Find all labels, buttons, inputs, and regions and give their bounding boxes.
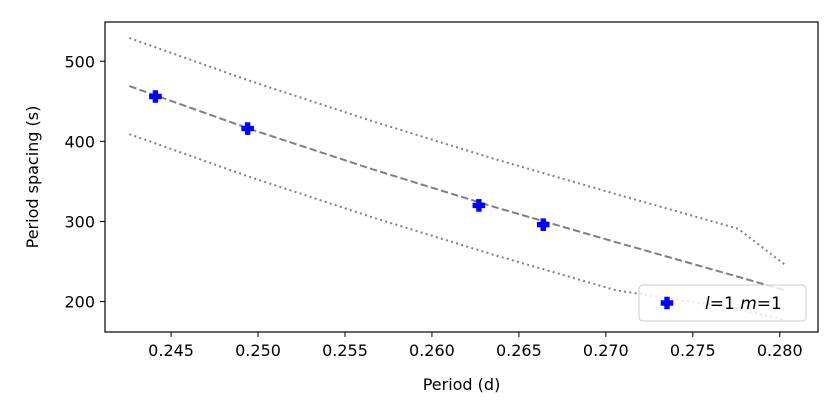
data-point [472,199,486,212]
y-axis-label: Period spacing (s) [23,106,42,249]
x-tick-label: 0.260 [409,341,455,360]
plot-frame [104,21,819,333]
y-tick-label: 500 [64,52,95,71]
x-axis-label: Period (d) [423,375,501,394]
y-tick-label: 400 [64,132,95,151]
legend-marker-plus-icon [660,296,674,310]
legend-l-value: =1 [710,294,740,314]
x-tick-label: 0.270 [583,341,629,360]
x-axis-ticks: 0.245 0.250 0.255 0.260 0.265 0.270 0.275 0.280 [148,332,803,360]
bound-line-dotted-3 [129,133,786,321]
points-layer [149,90,550,231]
x-tick-label: 0.265 [496,341,542,360]
x-tick-label: 0.255 [322,341,368,360]
legend-m-symbol: m [740,294,757,314]
y-tick-label: 200 [64,293,95,312]
data-point [536,218,550,231]
data-point [149,90,162,103]
x-tick-label: 0.280 [757,341,803,360]
y-axis-ticks: 200 300 400 500 [64,52,105,312]
x-tick-label: 0.275 [670,341,716,360]
legend-l-symbol: l [705,294,710,314]
legend: l=1 m=1 [638,284,807,322]
y-tick-label: 300 [64,212,95,231]
legend-entry-label: l=1 m=1 [705,294,782,314]
legend-m-value: =1 [757,294,782,314]
x-tick-label: 0.245 [148,341,194,360]
x-tick-label: 0.250 [235,341,281,360]
bound-line-dotted-2 [129,37,786,266]
plot-area [105,22,818,332]
legend-box [638,284,807,322]
data-point [241,122,254,135]
